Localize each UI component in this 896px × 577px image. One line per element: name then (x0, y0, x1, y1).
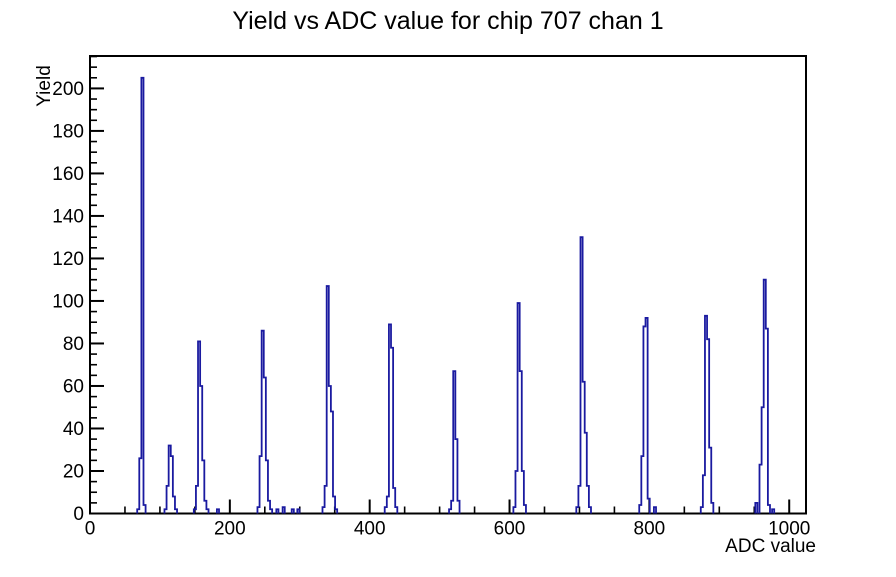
x-axis-title: ADC value (725, 536, 816, 557)
y-tick-label: 120 (52, 249, 84, 270)
histogram-spike (321, 285, 339, 514)
y-axis-title: Yield (34, 65, 55, 107)
x-tick-label: 400 (354, 519, 386, 540)
histogram-spike (136, 76, 147, 514)
x-tick-label: 1000 (768, 519, 810, 540)
histogram-spike (216, 508, 220, 514)
histogram-spike (290, 508, 295, 514)
y-tick-label: 180 (52, 121, 84, 142)
histogram-spike (653, 506, 657, 514)
x-tick-label: 0 (85, 519, 96, 540)
histogram-spike (163, 444, 178, 514)
y-tick-label: 160 (52, 164, 84, 185)
histogram-spike (448, 370, 461, 514)
x-tick-label: 800 (634, 519, 666, 540)
y-tick-label: 200 (52, 79, 84, 100)
x-tick-label: 600 (494, 519, 526, 540)
plot-frame (89, 55, 807, 515)
histogram-spike (383, 323, 399, 514)
histogram-spike (296, 508, 301, 514)
histogram-spike (281, 506, 286, 514)
histogram-spike (758, 278, 771, 514)
histogram-spike (512, 302, 527, 514)
y-tick-label: 100 (52, 291, 84, 312)
histogram-spike (256, 329, 274, 514)
y-tick-label: 140 (52, 206, 84, 227)
histogram-spike (754, 501, 759, 514)
histogram-spike (699, 314, 715, 514)
y-tick-label: 0 (73, 504, 84, 525)
histogram-spike (192, 340, 210, 514)
y-tick-label: 60 (63, 376, 84, 397)
y-tick-label: 20 (63, 461, 84, 482)
histogram-spike (638, 317, 651, 514)
histogram-spike (771, 508, 776, 514)
y-tick-label: 80 (63, 334, 84, 355)
x-tick-label: 200 (214, 519, 246, 540)
y-tick-label: 40 (63, 419, 84, 440)
histogram-spike (275, 508, 280, 514)
chart-title: Yield vs ADC value for chip 707 chan 1 (232, 7, 664, 35)
histogram-spike (575, 236, 592, 514)
